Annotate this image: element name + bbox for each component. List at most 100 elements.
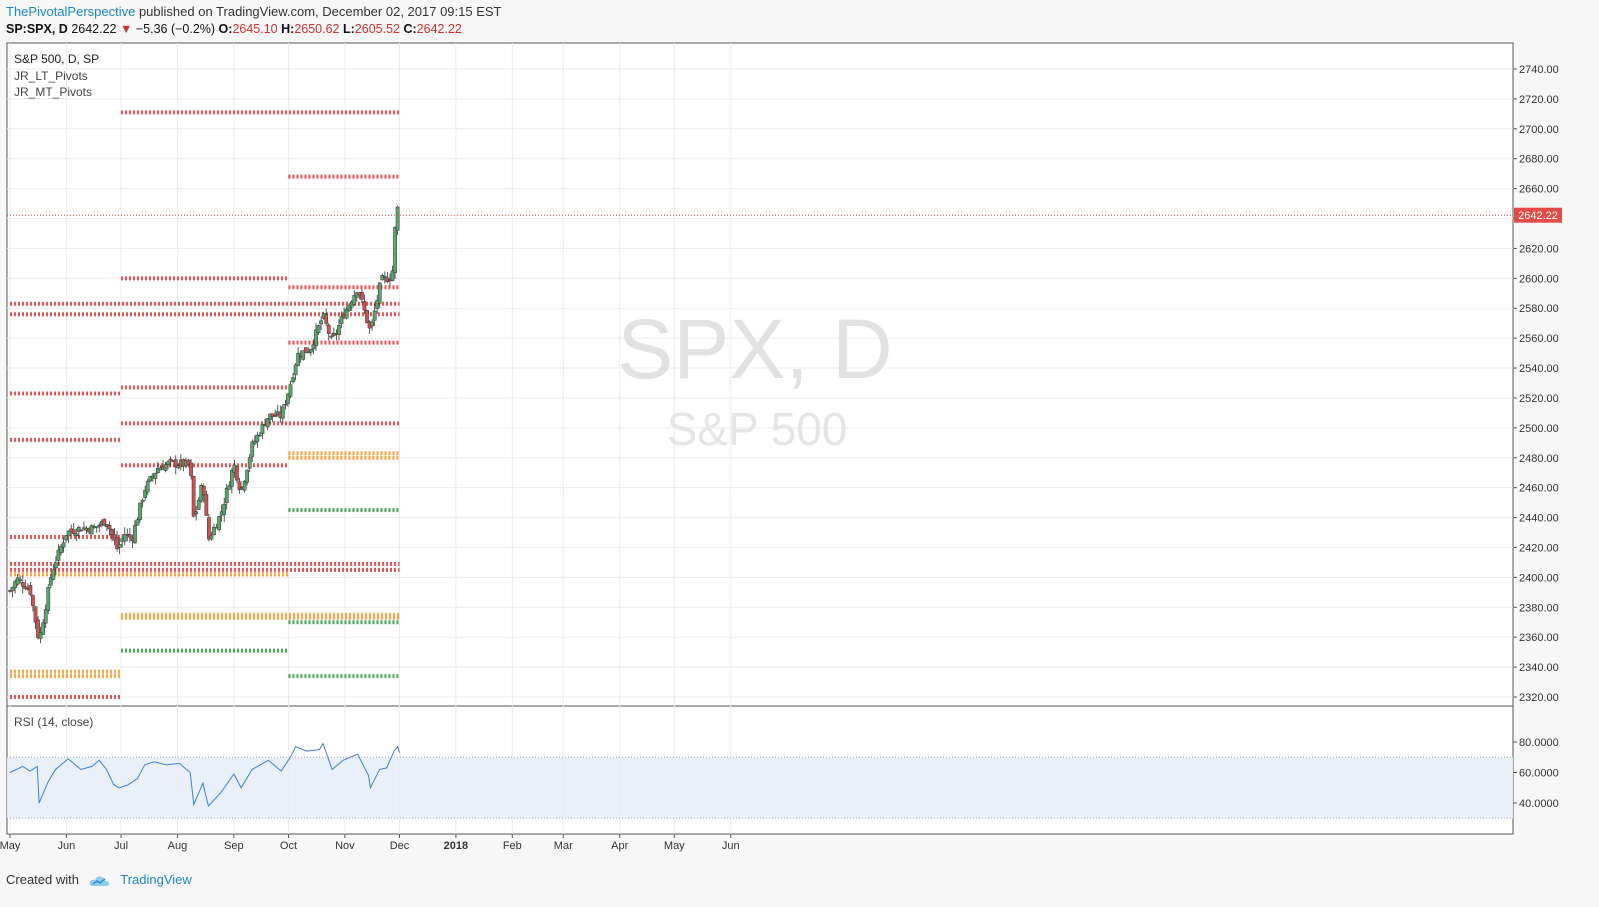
ohlc-header: SP:SPX, D 2642.22 ▼ −5.36 (−0.2%) O:2645… xyxy=(6,22,462,36)
price-tick-label: 2420.00 xyxy=(1519,542,1559,554)
low-value: 2605.52 xyxy=(354,22,400,36)
candle-body xyxy=(314,329,318,347)
price-tick-label: 2380.00 xyxy=(1519,602,1559,614)
candle-body xyxy=(383,276,387,278)
price-tick-label: 2680.00 xyxy=(1519,154,1559,166)
candle-body xyxy=(89,525,94,535)
footer: Created with TradingView xyxy=(6,872,192,888)
time-tick-label: Jun xyxy=(722,840,740,852)
candle-body xyxy=(344,308,349,319)
candle-body xyxy=(20,582,25,587)
price-change: −5.36 (−0.2%) xyxy=(135,22,216,36)
candle-body xyxy=(224,487,229,503)
candle-body xyxy=(38,632,43,639)
price-tick-label: 2700.00 xyxy=(1519,124,1559,136)
time-tick-label: Jul xyxy=(114,840,128,852)
time-tick-label: Dec xyxy=(390,840,410,852)
candle-body xyxy=(260,424,265,435)
price-axis[interactable]: 2740.002720.002700.002680.002660.002640.… xyxy=(1513,64,1559,704)
candle-body xyxy=(133,525,137,544)
candle-body xyxy=(286,393,290,404)
candle-body xyxy=(74,533,79,536)
rsi-tick-label: 40.0000 xyxy=(1519,798,1559,810)
time-tick-label: Aug xyxy=(168,840,188,852)
candle-body xyxy=(265,418,270,428)
candle-body xyxy=(191,475,196,517)
candle-body xyxy=(107,525,112,530)
candle-body xyxy=(390,270,395,281)
candle-body xyxy=(163,464,168,471)
candle-body xyxy=(201,485,206,496)
candle-body xyxy=(168,458,173,461)
low-label: L: xyxy=(342,22,355,36)
candle-body xyxy=(196,499,201,510)
candle-body xyxy=(135,519,140,526)
author-link[interactable]: ThePivotalPerspective xyxy=(6,4,136,19)
price-tick-label: 2660.00 xyxy=(1519,184,1559,196)
main-pane[interactable] xyxy=(6,42,1514,707)
rsi-band xyxy=(7,757,1513,819)
candle-body xyxy=(393,227,397,273)
watermark-name: S&P 500 xyxy=(667,403,848,455)
rsi-label: RSI (14, close) xyxy=(14,715,93,729)
candle-body xyxy=(365,310,369,323)
candle-body xyxy=(316,325,321,334)
price-tick-label: 2500.00 xyxy=(1519,423,1559,435)
price-tick-label: 2460.00 xyxy=(1519,483,1559,495)
candle-body xyxy=(250,441,255,457)
candle-body xyxy=(186,459,191,465)
price-tick-label: 2580.00 xyxy=(1519,303,1559,315)
legend-title: S&P 500, D, SP xyxy=(14,52,99,66)
candle-body xyxy=(301,350,306,360)
candle-body xyxy=(309,349,313,353)
close-label: C: xyxy=(403,22,417,36)
symbol-label: SP:SPX, D xyxy=(6,22,68,36)
candle-body xyxy=(306,351,311,354)
candle-body xyxy=(303,347,308,353)
pivot-levels xyxy=(10,110,400,699)
candle-body xyxy=(97,524,102,527)
candle-body xyxy=(143,489,148,498)
price-tick-label: 2400.00 xyxy=(1519,572,1559,584)
candle-body xyxy=(18,579,23,581)
candle-body xyxy=(28,585,33,595)
time-axis[interactable]: May Jun Jul Aug Sep Oct Nov Dec 2018 Feb Mar Apr May… xyxy=(0,834,740,852)
time-tick-label: May xyxy=(664,840,685,852)
candle-body xyxy=(79,529,84,532)
time-tick-label: Jun xyxy=(58,840,76,852)
candle-body xyxy=(102,518,107,526)
candle-body xyxy=(395,206,400,231)
candle-body xyxy=(166,461,170,465)
candles xyxy=(8,205,400,644)
tradingview-link[interactable]: TradingView xyxy=(120,872,192,887)
candle-body xyxy=(140,499,145,503)
candle-body xyxy=(51,569,56,580)
candle-body xyxy=(77,527,81,532)
candle-body xyxy=(115,537,119,549)
candle-body xyxy=(237,481,242,490)
watermark-symbol: SPX, D xyxy=(617,302,892,396)
candle-body xyxy=(41,622,45,635)
candle-body xyxy=(176,465,181,469)
candle-body xyxy=(153,472,158,480)
price-tick-label: 2560.00 xyxy=(1519,333,1559,345)
candle-body xyxy=(204,494,209,516)
candle-body xyxy=(372,310,377,321)
candle-body xyxy=(209,535,214,540)
candle-body xyxy=(64,535,68,541)
candle-body xyxy=(217,516,221,530)
rsi-tick-label: 60.0000 xyxy=(1519,768,1559,780)
price-tick-label: 2740.00 xyxy=(1519,64,1559,76)
candle-body xyxy=(194,511,199,514)
candle-body xyxy=(43,609,48,624)
candle-body xyxy=(281,406,285,419)
candle-body xyxy=(273,414,278,417)
candle-body xyxy=(347,304,351,311)
candle-body xyxy=(110,529,114,535)
price-tick-label: 2440.00 xyxy=(1519,513,1559,525)
price-tick-label: 2340.00 xyxy=(1519,662,1559,674)
high-value: 2650.62 xyxy=(294,22,340,36)
candle-body xyxy=(375,300,380,309)
rsi-axis[interactable]: 80.0000 60.0000 40.0000 xyxy=(1513,737,1559,810)
